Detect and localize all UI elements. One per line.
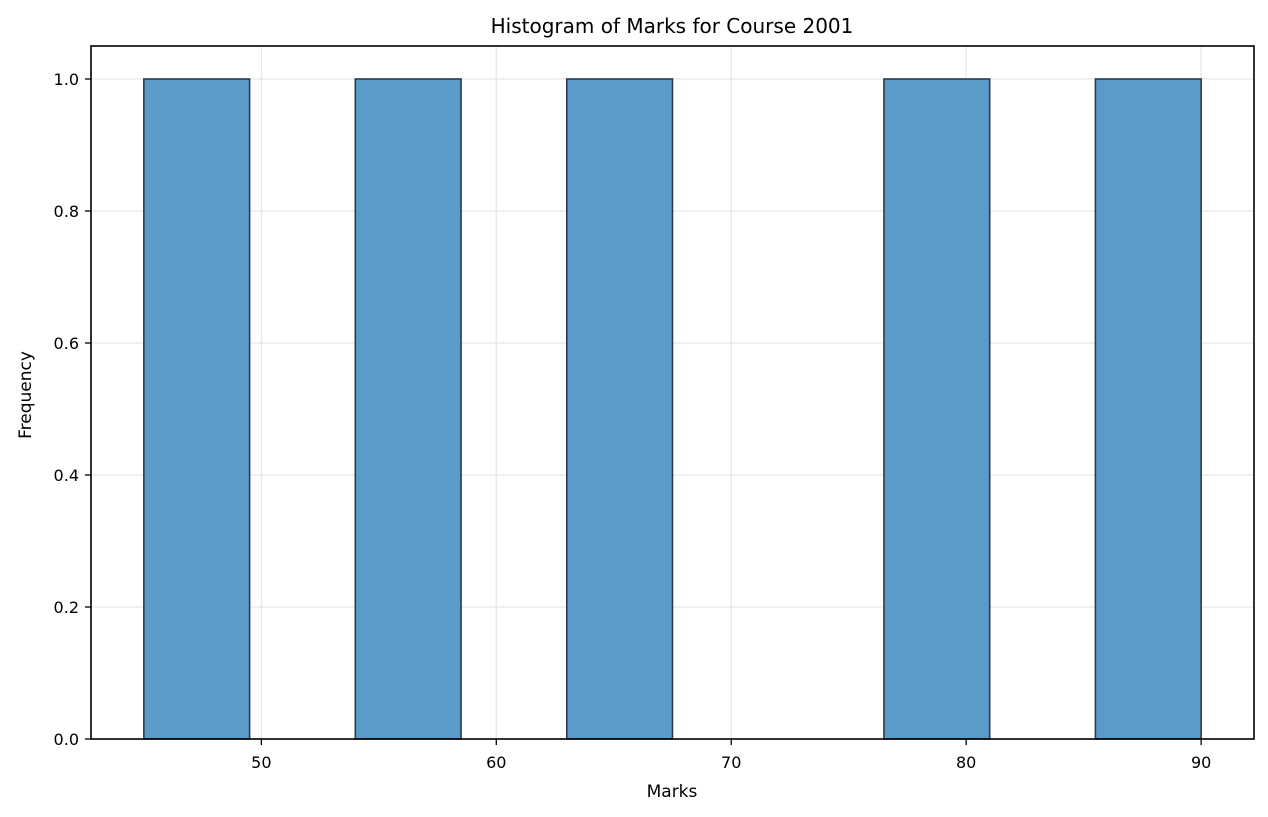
histogram-bar	[565, 78, 674, 740]
x-axis-title: Marks	[647, 782, 698, 802]
y-tick-label: 0.2	[54, 598, 79, 617]
tick-marks: 50 60 70 80 90 0.0 0.2 0.4 0.6 0.8 1.0	[54, 70, 1212, 772]
histogram-bar	[883, 78, 991, 740]
x-tick-label: 80	[956, 753, 976, 772]
x-tick-label: 90	[1191, 753, 1211, 772]
histogram-bar	[354, 78, 462, 740]
y-tick-label: 0.8	[54, 202, 79, 221]
x-tick-label: 70	[721, 753, 741, 772]
histogram-bar	[1094, 78, 1202, 740]
y-tick-label: 0.6	[54, 334, 79, 353]
x-tick-label: 60	[486, 753, 506, 772]
y-tick-label: 0.0	[54, 730, 79, 749]
plot-frame	[90, 45, 1255, 740]
axes	[90, 45, 1255, 740]
y-axis-title: Frequency	[16, 351, 36, 439]
y-tick-label: 1.0	[54, 70, 79, 89]
chart-title: Histogram of Marks for Course 2001	[491, 14, 854, 38]
histogram-bars	[143, 78, 1202, 740]
y-tick-label: 0.4	[54, 466, 79, 485]
x-tick-label: 50	[251, 753, 271, 772]
histogram-bar	[143, 78, 251, 740]
